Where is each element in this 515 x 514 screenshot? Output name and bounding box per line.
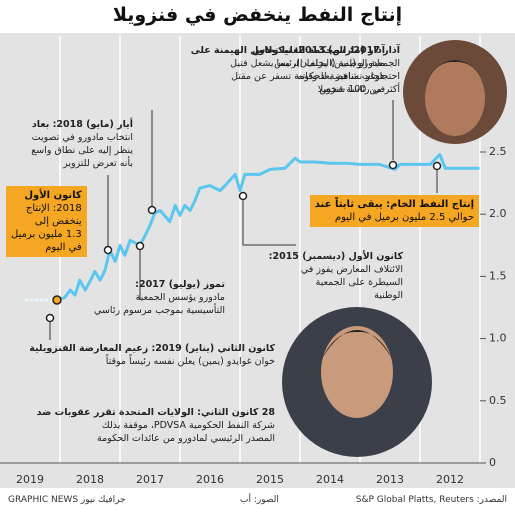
- chart-title: إنتاج النفط ينخفض في فنزويلا: [112, 4, 403, 26]
- y-tick-label: 0.5: [489, 394, 507, 407]
- event-marker: [238, 191, 248, 201]
- annotation-line: إنتاج النفط الخام: يبقى ثابتاً عند: [314, 199, 474, 210]
- credit: الصور: أب: [240, 495, 279, 505]
- photo-face: [321, 326, 393, 418]
- annotation-box: إنتاج النفط الخام: يبقى ثابتاً عند حوالي …: [309, 195, 479, 227]
- x-tick-label: 2018: [76, 473, 104, 486]
- annotation-line: خوان غوايدو (يمين) يعلن نفسه رئيساً موقت…: [105, 356, 275, 367]
- x-tick-label: 2016: [196, 473, 224, 486]
- y-tick-label: 0: [489, 456, 496, 469]
- annotation-line: مادورو يؤسس الجمعية: [135, 292, 225, 303]
- annotation: آذار (مارس) 2013: نيكولاس مادورو (يمين) ي…: [252, 44, 385, 96]
- publisher: GRAPHIC NEWS جرافيك نيوز: [8, 495, 126, 505]
- x-tick-label: 2017: [136, 473, 164, 486]
- annotation: أيار (مايو) 2018: بعاد انتخاب مادورو في ت…: [31, 118, 133, 170]
- event-marker: [388, 160, 398, 170]
- event-marker: [432, 161, 442, 171]
- annotation-line: آذار 2017: المحكمة العليا تحاول الهيمنة …: [190, 45, 400, 56]
- annotation-line: في اليوم: [45, 242, 82, 253]
- annotation-line: آذار (مارس) 2013: نيكولاس: [252, 45, 385, 56]
- annotation: 28 كانون الثاني: الولايات المتحدة تقرر ع…: [37, 406, 275, 445]
- photo-face: [425, 60, 485, 136]
- annotation: آذار 2017: المحكمة العليا تحاول الهيمنة …: [191, 44, 400, 96]
- annotation-line: شركة النفط الحكومية PDVSA، موقفة بذلك: [101, 420, 275, 431]
- leaders: [49, 100, 438, 340]
- annotation-line: كانون الأول (ديسمبر) 2015:: [268, 251, 403, 262]
- annotation-line: الجمعية الوطنية (البرلمان)، مما يشعل فتي…: [230, 58, 400, 69]
- annotation-line: مادورو (يمين) يخلف الرئيس: [274, 58, 385, 69]
- data-line: [55, 153, 480, 302]
- annotation-line: تموز (يوليو) 2017:: [135, 279, 225, 290]
- y-tick-label: 1.5: [489, 269, 507, 282]
- event-marker: [135, 241, 145, 251]
- annotation-line: 1.3 مليون برميل: [11, 229, 82, 240]
- annotation: كانون الثاني (يناير) 2019: زعيم المعارضة…: [29, 342, 275, 368]
- annotation-line: السيطرة على الجمعية: [315, 277, 403, 288]
- source: المصدر: S&P Global Platts, Reuters: [355, 495, 507, 505]
- annotation-line: ينظر إليه على نطاق واسع: [31, 145, 133, 156]
- y-tick-label: 2.0: [489, 207, 507, 220]
- x-tick-label: 2013: [376, 473, 404, 486]
- annotation-line: ينخفض إلى: [34, 216, 82, 227]
- annotation: كانون الأول (ديسمبر) 2015: الائتلاف المعا…: [269, 250, 403, 302]
- event-marker: [103, 245, 113, 255]
- annotation-line: الوطنية: [374, 290, 403, 301]
- annotation-line: أيار (مايو) 2018: بعاد: [31, 119, 133, 130]
- annotation-line: في رئاسة فنزويلا: [317, 84, 385, 95]
- annotation-line: 28 كانون الثاني: الولايات المتحدة تقرر ع…: [36, 407, 275, 418]
- annotation-line: التأسيسية بموجب مرسوم رئاسي: [94, 305, 225, 316]
- leader-line: [242, 200, 296, 246]
- x-tick-label: 2014: [316, 473, 344, 486]
- x-tick-label: 2019: [16, 473, 44, 486]
- x-tick-label: 2012: [436, 473, 464, 486]
- photos: [282, 40, 507, 457]
- annotation-line: احتجاجات مناهضة للحكومة تسفر عن مقتل: [231, 71, 400, 82]
- annotation-line: انتخاب مادورو في تصويت: [31, 132, 133, 143]
- event-marker: [45, 313, 55, 323]
- x-tick-label: 2015: [256, 473, 284, 486]
- annotation-line: بأنه تعرض للتزوير: [63, 158, 133, 169]
- annotation: تموز (يوليو) 2017: مادورو يؤسس الجمعية الت…: [94, 278, 225, 317]
- photo-hair: [321, 330, 393, 360]
- annotation-line: هوغو تشافيز بعد وفاته: [297, 71, 386, 82]
- annotation-line: كانون الأول: [24, 190, 82, 201]
- annotation-box: كانون الأول 2018: الإنتاج ينخفض إلى 1.3 ملي…: [6, 186, 87, 257]
- annotation-line: المصدر الرئيسي لمادورو من عائدات الحكومة: [97, 433, 275, 444]
- annotation-line: الائتلاف المعارض يفوز في: [300, 264, 403, 275]
- annotation-line: حوالي 2.5 مليون برميل في اليوم: [334, 212, 474, 223]
- event-marker: [52, 295, 62, 305]
- event-marker: [147, 205, 157, 215]
- photo-hair: [425, 60, 485, 80]
- y-tick-label: 1.0: [489, 332, 507, 345]
- annotation-line: 2018: الإنتاج: [25, 203, 82, 214]
- annotation-line: أكثر من 100 شخص: [319, 84, 400, 95]
- y-tick-label: 2.5: [489, 145, 507, 158]
- annotation-line: كانون الثاني (يناير) 2019: زعيم المعارضة…: [29, 343, 275, 354]
